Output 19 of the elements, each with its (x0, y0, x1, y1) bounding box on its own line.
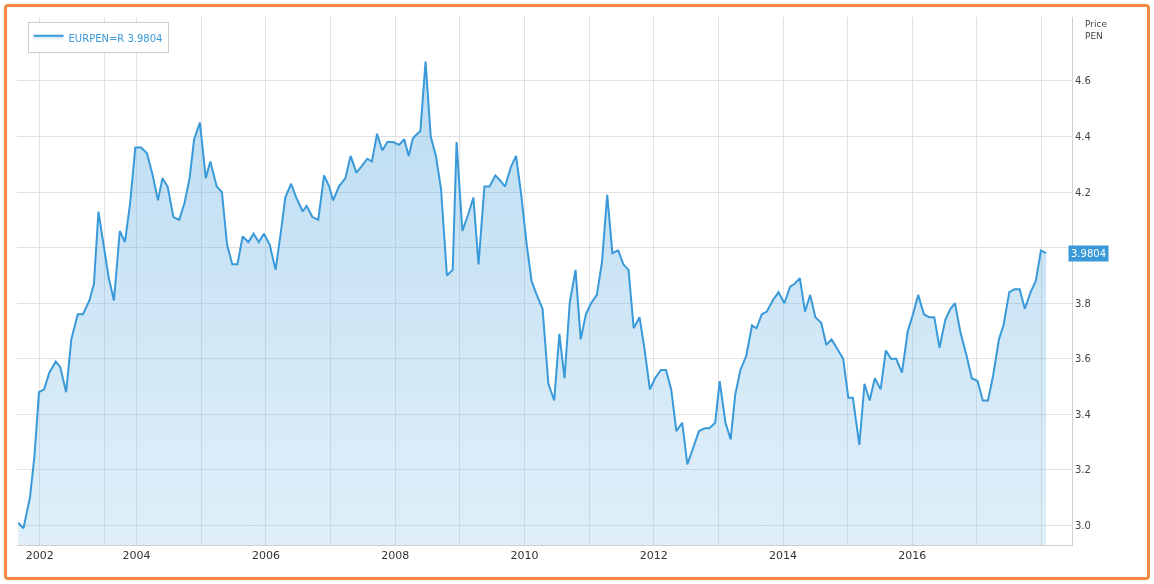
x-tick-label: 2002 (25, 549, 54, 563)
y-tick-label: 3.2 (1075, 464, 1091, 476)
x-tick-label: 2004 (122, 549, 151, 563)
x-tick-label: 2016 (898, 549, 927, 563)
y-tick-label: 3.0 (1075, 520, 1091, 532)
y-tick-label: 4.6 (1075, 75, 1091, 87)
x-tick-label: 2006 (251, 549, 280, 563)
y-tick-label: 3.8 (1075, 297, 1091, 309)
y-tick-label: 3.4 (1075, 408, 1091, 420)
x-tick-label: 2008 (381, 549, 410, 563)
y-axis-title: Price PEN (1085, 19, 1108, 41)
annotation: 3.9804 (1071, 248, 1106, 259)
x-tick-label: 2014 (769, 549, 798, 563)
y-tick-label: 4.2 (1075, 186, 1091, 198)
y-tick-label: 4.4 (1075, 130, 1091, 142)
x-tick-label: 2010 (510, 549, 539, 563)
y-tick-label: 3.6 (1075, 353, 1091, 365)
x-tick-label: 2012 (639, 549, 668, 563)
legend-label: EURPEN=R 3.9804 (68, 32, 163, 44)
